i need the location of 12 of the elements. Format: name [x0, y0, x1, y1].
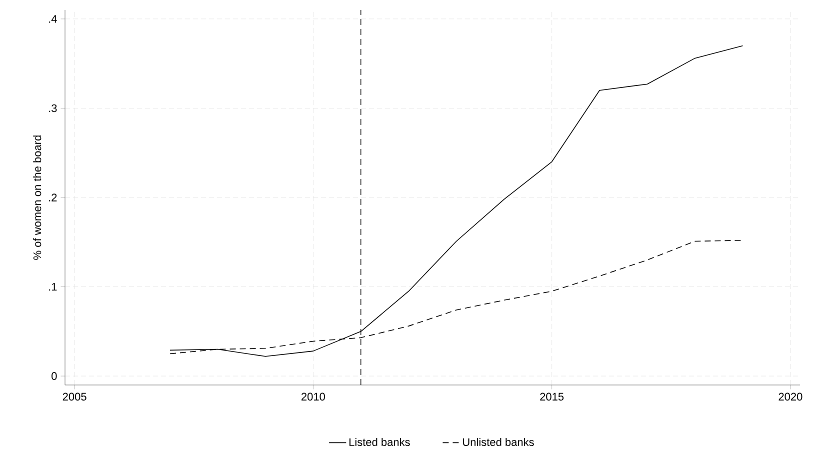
x-tick-label: 2010: [302, 392, 325, 401]
x-tick-label: 2015: [540, 392, 564, 401]
y-tick-label: 0: [52, 372, 57, 380]
legend-label: Listed banks: [349, 438, 410, 446]
x-tick-label: 2005: [62, 392, 86, 401]
y-tick-label: .1: [49, 283, 57, 291]
y-axis-title: % of women on the board: [33, 136, 42, 260]
y-tick-label: .4: [49, 15, 57, 23]
y-tick-label: .3: [49, 104, 57, 112]
y-tick-label: .2: [49, 194, 57, 202]
x-tick-label: 2020: [778, 392, 802, 401]
legend-label: Unlisted banks: [463, 438, 534, 446]
